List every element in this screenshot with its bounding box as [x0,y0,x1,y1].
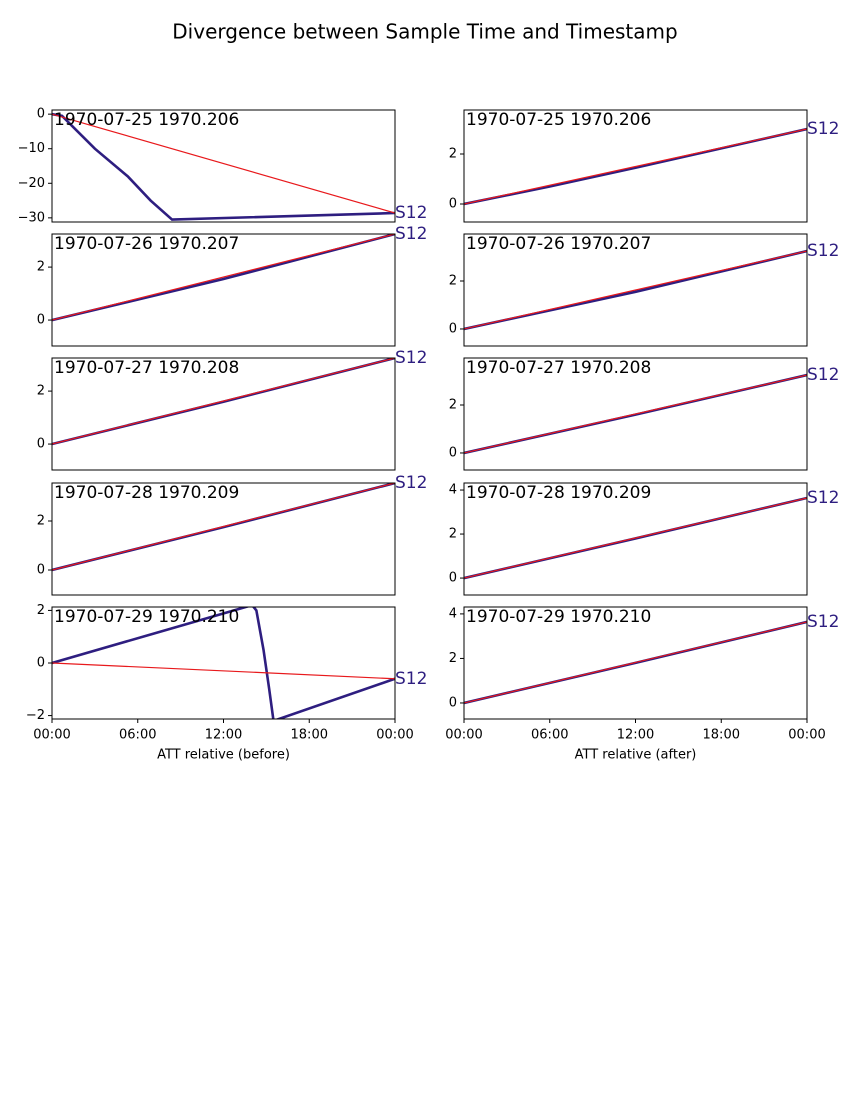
subplot-title: 1970-07-28 1970.209 [466,483,651,503]
subplot-title: 1970-07-26 1970.207 [54,234,239,254]
y-tick-label: 2 [37,513,45,528]
series-line [52,112,395,221]
y-tick-label: 2 [37,384,45,399]
axes-frame [51,357,396,471]
fit-line [464,250,807,330]
x-tick-label: 12:00 [617,728,654,743]
axes-frame [463,233,808,347]
y-tick-label: −30 [18,210,45,225]
y-tick-label: 2 [449,147,457,162]
y-tick-label: 0 [449,695,457,710]
y-tick-label: 0 [37,313,45,328]
x-tick-label: 00:00 [788,728,825,743]
axes-frame [51,482,396,596]
series-label: S12 [395,348,427,368]
subplot-title: 1970-07-27 1970.208 [54,358,239,378]
axes-frame [463,109,808,223]
y-tick-label: −10 [18,141,45,156]
fit-line [52,113,395,214]
fit-line [52,483,395,571]
x-tick-label: 18:00 [703,728,740,743]
series-line [464,127,807,206]
series-label: S12 [395,669,427,689]
subplot-title: 1970-07-26 1970.207 [466,234,651,254]
y-tick-label: 2 [449,651,457,666]
series-line [52,607,395,719]
y-tick-label: 0 [449,197,457,212]
fit-line [464,374,807,454]
y-tick-label: −2 [26,708,45,723]
series-label: S12 [807,241,839,261]
x-tick-label: 00:00 [376,728,413,743]
x-tick-label: 12:00 [205,728,242,743]
axes-frame [463,357,808,471]
y-tick-label: −20 [18,176,45,191]
y-tick-label: 0 [449,321,457,336]
figure-title: Divergence between Sample Time and Times… [172,20,677,44]
y-tick-label: 2 [449,274,457,289]
series-label: S12 [807,488,839,508]
x-axis-label: ATT relative (before) [157,748,290,763]
y-tick-label: 0 [37,107,45,122]
fit-line [52,662,395,680]
fit-line [52,358,395,445]
y-tick-label: 4 [449,483,457,498]
series-label: S12 [395,224,427,244]
x-tick-label: 06:00 [119,728,156,743]
axes-frame [51,109,396,223]
y-tick-label: 2 [449,398,457,413]
x-tick-label: 18:00 [291,728,328,743]
series-label: S12 [807,365,839,385]
y-tick-label: 0 [37,437,45,452]
y-tick-label: 0 [37,656,45,671]
y-tick-label: 0 [37,563,45,578]
axes-frame [463,482,808,596]
subplot-title: 1970-07-27 1970.208 [466,358,651,378]
x-tick-label: 00:00 [33,728,70,743]
series-label: S12 [395,473,427,493]
subplot-title: 1970-07-29 1970.210 [54,607,239,627]
series-label: S12 [807,612,839,632]
fit-line [52,234,395,321]
subplot-title: 1970-07-25 1970.206 [54,110,239,130]
fit-line [464,497,807,579]
fit-line [464,128,807,205]
subplot-title: 1970-07-29 1970.210 [466,607,651,627]
series-label: S12 [807,119,839,139]
x-axis-label: ATT relative (after) [575,748,697,763]
y-tick-label: 0 [449,571,457,586]
fit-line [464,621,807,704]
series-label: S12 [395,203,427,223]
x-tick-label: 06:00 [531,728,568,743]
series-line [52,234,395,322]
y-tick-label: 2 [37,603,45,618]
y-tick-label: 2 [449,527,457,542]
x-tick-label: 00:00 [445,728,482,743]
subplot-title: 1970-07-28 1970.209 [54,483,239,503]
y-tick-label: 2 [37,260,45,275]
axes-frame [51,233,396,347]
y-tick-label: 4 [449,606,457,621]
subplot-title: 1970-07-25 1970.206 [466,110,651,130]
y-tick-label: 0 [449,445,457,460]
